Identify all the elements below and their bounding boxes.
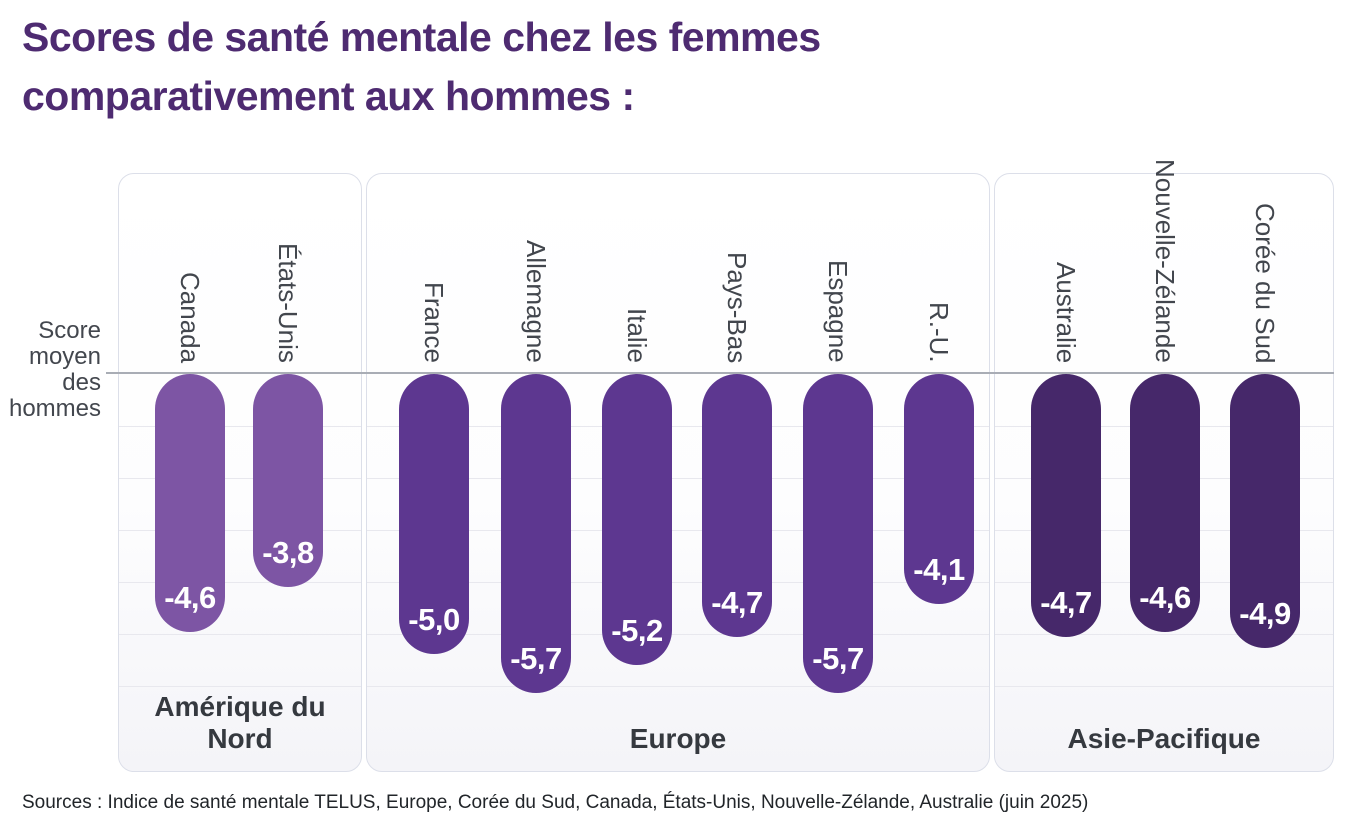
gridline	[119, 686, 361, 687]
bar: -4,6	[1130, 374, 1200, 632]
gridline	[995, 686, 1333, 687]
bar: -5,2	[602, 374, 672, 666]
bar-value-label: -4,1	[913, 551, 965, 587]
page-title-line-2: comparativement aux hommes :	[22, 73, 635, 119]
country-label: R.-U.	[924, 302, 954, 363]
bar: -5,7	[501, 374, 571, 694]
gridline	[119, 426, 361, 427]
gridline	[367, 582, 989, 583]
country-label: Canada	[175, 271, 205, 363]
bar: -4,7	[1031, 374, 1101, 638]
bar-value-label: -5,0	[408, 602, 460, 637]
country-label: Pays-Bas	[722, 251, 752, 363]
y-axis-label: Score moyen des hommes	[8, 317, 101, 422]
country-label: Australie	[1051, 261, 1081, 363]
region-label: Amérique du Nord	[154, 691, 326, 754]
gridline	[367, 478, 989, 479]
gridline	[119, 582, 361, 583]
country-label: Nouvelle-Zélande	[1150, 159, 1180, 363]
country-label: Allemagne	[521, 240, 551, 363]
region-panel: Europe	[366, 173, 990, 772]
gridline	[367, 686, 989, 687]
gridline	[367, 634, 989, 635]
gridline	[119, 530, 361, 531]
country-label: Italie	[622, 308, 652, 363]
bar: -4,9	[1230, 374, 1300, 649]
country-label: États-Unis	[273, 243, 303, 363]
page-title: Scores de santé mentale chez les femmes …	[22, 8, 821, 126]
bar-value-label: -4,9	[1239, 596, 1291, 632]
baseline-men-average	[106, 372, 1334, 374]
bar: -4,6	[155, 374, 225, 632]
bar-value-label: -5,2	[611, 613, 663, 649]
gridline	[995, 634, 1333, 635]
region-label: Europe	[629, 723, 727, 754]
bar: -4,1	[904, 374, 974, 604]
bar: -4,7	[702, 374, 772, 638]
bar: -3,8	[253, 374, 323, 587]
bar-value-label: -3,8	[262, 534, 314, 570]
gridline	[119, 478, 361, 479]
bar-value-label: -4,6	[1139, 579, 1191, 615]
gridline	[367, 530, 989, 531]
country-label: Corée du Sud	[1250, 202, 1280, 363]
page-title-line-1: Scores de santé mentale chez les femmes	[22, 14, 821, 60]
region-label: Asie-Pacifique	[1067, 723, 1261, 754]
bar-value-label: -4,7	[711, 585, 763, 621]
bar-value-label: -4,6	[164, 579, 216, 615]
bar-value-label: -5,7	[812, 641, 864, 677]
country-label: Espagne	[823, 260, 853, 363]
gridline	[119, 634, 361, 635]
source-note: Sources : Indice de santé mentale TELUS,…	[22, 792, 1089, 813]
bar: -5,0	[399, 374, 469, 654]
gridline	[367, 426, 989, 427]
bar-value-label: -4,7	[1040, 585, 1092, 621]
bar: -5,7	[803, 374, 873, 694]
bar-value-label: -5,7	[510, 641, 562, 677]
country-label: France	[419, 282, 449, 363]
